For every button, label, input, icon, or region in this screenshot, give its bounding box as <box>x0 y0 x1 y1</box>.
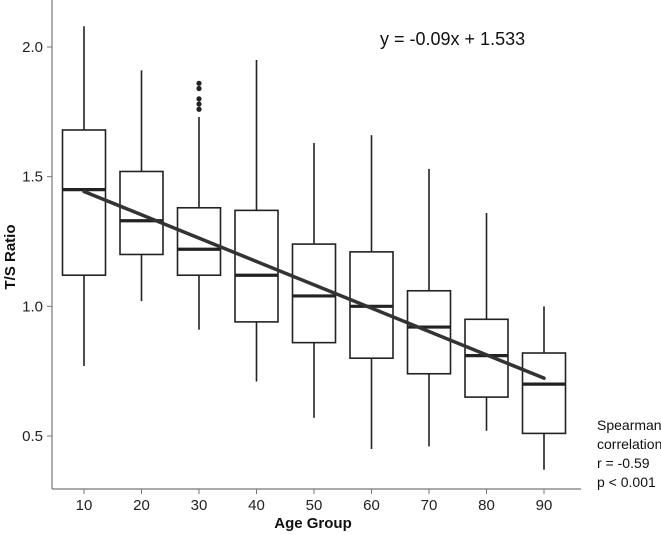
y-tick-label-0.5: 0.5 <box>22 428 43 445</box>
x-tick-label-10: 10 <box>76 497 93 514</box>
box-group-30 <box>176 80 222 330</box>
x-tick-label-60: 60 <box>363 497 380 514</box>
box-group-90 <box>521 306 567 470</box>
x-tick-label-80: 80 <box>478 497 495 514</box>
x-axis-title: Age Group <box>274 515 352 532</box>
y-tick-label-1.0: 1.0 <box>22 298 43 315</box>
box-group-80 <box>464 212 509 431</box>
stat-line-1: Spearman <box>597 417 661 433</box>
outlier-30-0 <box>196 106 202 112</box>
box-40 <box>234 209 279 323</box>
boxes-layer <box>61 26 567 470</box>
y-tick-label-1.5: 1.5 <box>22 169 43 186</box>
box-group-10 <box>61 26 107 366</box>
x-tick-label-40: 40 <box>248 497 265 514</box>
y-tick-label-2.0: 2.0 <box>22 39 43 56</box>
box-50 <box>291 243 337 344</box>
regression-equation: y = -0.09x + 1.533 <box>380 29 525 49</box>
box-90 <box>521 352 567 435</box>
box-20 <box>119 170 164 256</box>
ticks-layer: 0.5 1.0 1.5 2.0 10 20 30 40 50 60 70 80 90 <box>22 39 552 514</box>
box-group-20 <box>119 70 164 302</box>
box-group-70 <box>406 168 452 447</box>
x-tick-label-20: 20 <box>133 497 150 514</box>
box-30 <box>176 206 222 277</box>
regression-layer <box>82 189 546 380</box>
box-10 <box>61 129 107 277</box>
stat-line-3: r = -0.59 <box>597 455 650 471</box>
box-80 <box>464 318 509 398</box>
x-tick-label-30: 30 <box>191 497 208 514</box>
x-tick-label-90: 90 <box>536 497 553 514</box>
box-group-60 <box>349 135 394 449</box>
y-axis-title: T/S Ratio <box>2 224 19 289</box>
outlier-30-4 <box>196 80 202 86</box>
x-tick-label-70: 70 <box>421 497 438 514</box>
outlier-30-1 <box>196 101 202 107</box>
outlier-30-3 <box>196 85 202 92</box>
x-tick-label-50: 50 <box>306 497 323 514</box>
outlier-30-2 <box>196 96 202 102</box>
axes-layer <box>51 0 581 490</box>
regression-line <box>82 189 546 380</box>
stat-line-4: p < 0.001 <box>597 474 656 490</box>
box-group-40 <box>234 59 279 382</box>
stat-line-2: correlation <box>597 436 661 452</box>
